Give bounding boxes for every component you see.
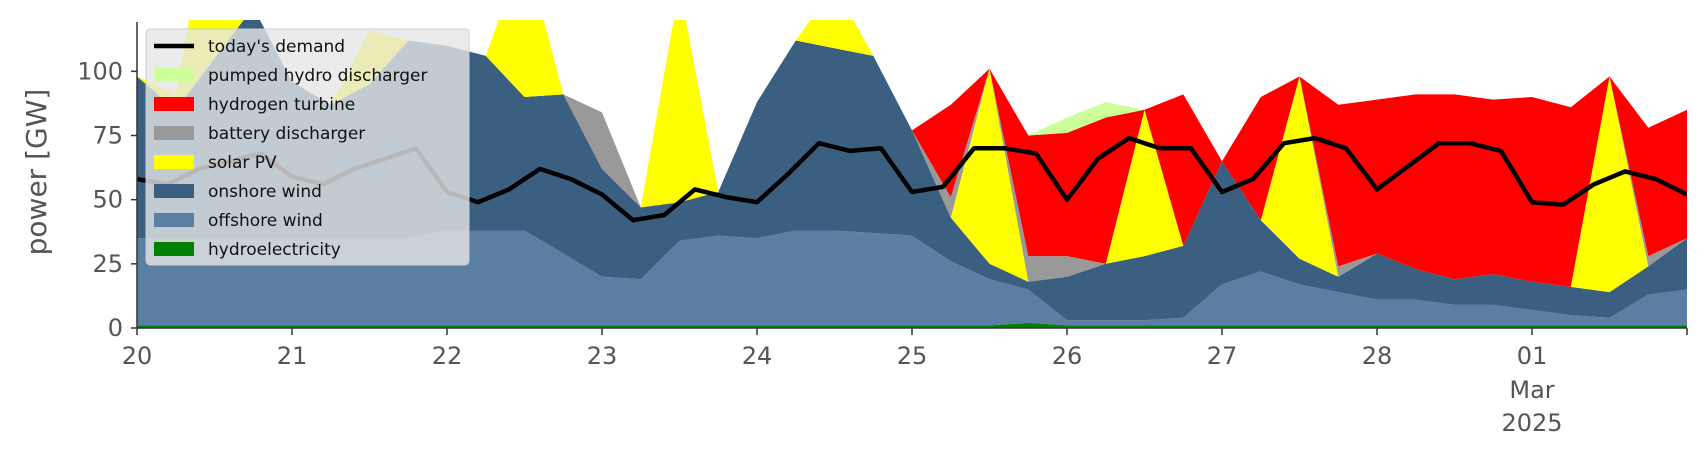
area-offshore-wind [137,230,1687,326]
legend-label-hydrogen-turbine: hydrogen turbine [208,95,355,115]
x-tick-sublabel: Mar [1509,376,1554,404]
y-axis-label-wrap: power [GW] [20,89,53,256]
legend-label-offshore-wind: offshore wind [208,211,323,231]
x-tick-label: 23 [587,342,618,370]
x-tick-label: 27 [1207,342,1238,370]
legend-swatch-solar-pv [154,155,194,169]
x-tick-label: 28 [1362,342,1393,370]
legend-label-onshore-wind: onshore wind [208,182,322,202]
axes: 0 25 50 75 100 20 21 22 23 24 25 26 27 28 01 Mar 2025 [77,22,1688,437]
legend-label-today-s-demand: today's demand [208,37,345,57]
legend-label-hydroelectricity: hydroelectricity [208,240,341,260]
legend-label-battery-discharger: battery discharger [208,124,365,144]
legend-swatch-offshore-wind [154,213,194,227]
stacked-areas [137,20,1687,328]
legend-swatch-hydrogen-turbine [154,97,194,111]
y-tick-label: 0 [108,314,123,342]
x-tick-label: 01 [1517,342,1548,370]
y-tick-label: 25 [92,250,123,278]
legend: today's demand pumped hydro discharger hyd… [145,28,470,266]
y-tick-label: 100 [77,57,123,85]
legend-swatch-hydroelectricity [154,242,194,256]
legend-swatch-pumped-hydro-discharger [154,68,194,82]
x-tick-sublabel: 2025 [1501,409,1562,437]
legend-label-solar-pv: solar PV [208,153,277,173]
area-hydrogen-turbine [137,20,1687,287]
x-tick-label: 26 [1052,342,1083,370]
x-tick-label: 25 [897,342,928,370]
y-axis-label: power [GW] [20,89,53,256]
legend-swatch-battery-discharger [154,126,194,140]
area-onshore-wind [137,20,1687,321]
legend-box [145,28,470,266]
x-tick-label: 24 [742,342,773,370]
area-solar-pv [137,20,1687,293]
y-tick-label: 50 [92,186,123,214]
legend-swatch-onshore-wind [154,184,194,198]
legend-label-pumped-hydro-discharger: pumped hydro discharger [208,66,427,86]
x-tick-label: 20 [122,342,153,370]
y-tick-label: 75 [92,122,123,150]
x-tick-label: 21 [277,342,308,370]
x-tick-label: 22 [432,342,463,370]
area-hydroelectricity [137,322,1687,328]
